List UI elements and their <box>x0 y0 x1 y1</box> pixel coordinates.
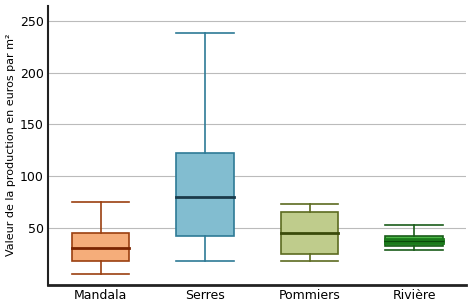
Bar <box>386 236 443 246</box>
Bar <box>281 212 338 253</box>
Bar <box>177 153 234 236</box>
Bar <box>72 233 129 261</box>
Y-axis label: Valeur de la production en euros par m²: Valeur de la production en euros par m² <box>6 34 16 256</box>
